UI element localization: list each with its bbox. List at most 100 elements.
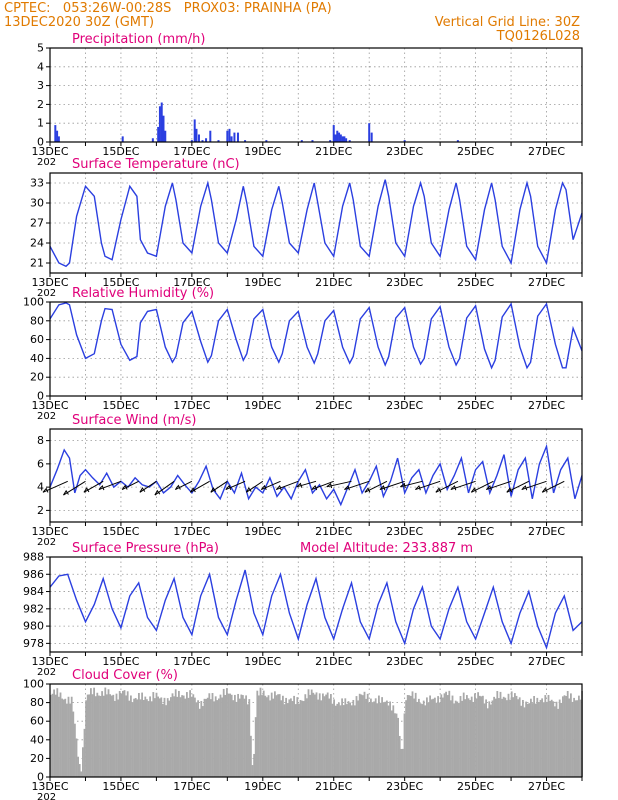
cloud-bar — [573, 697, 575, 777]
x-tick-label: 27DEC — [528, 525, 565, 538]
wind-vector-head — [521, 485, 528, 491]
wind-vector — [225, 480, 246, 491]
cloud-bar — [206, 697, 209, 777]
y-tick-label: 1 — [37, 117, 44, 130]
cloud-bar — [248, 699, 251, 777]
cloud-bar — [141, 692, 143, 777]
cloud-bar — [523, 707, 526, 777]
x-tick-label: 15DEC — [102, 399, 139, 412]
cloud-bar — [272, 698, 275, 777]
x-tick-label: 15DEC — [102, 145, 139, 158]
x-tick-label: 13DEC — [31, 780, 68, 793]
cloud-bar — [518, 697, 521, 777]
y-tick-label: 2 — [37, 98, 44, 111]
wind-vector — [175, 480, 193, 491]
x-year-label: 202 — [37, 411, 56, 422]
cloud-bar — [512, 697, 515, 777]
cloud-bar — [171, 693, 174, 777]
cloud-bar — [98, 695, 100, 777]
cloud-bar — [414, 692, 417, 777]
cloud-bar — [56, 688, 59, 777]
cloud-bar — [266, 697, 268, 777]
header-line2-date: 13DEC2020 30Z (GMT) — [4, 15, 155, 30]
cloud-bar — [330, 694, 332, 777]
cloud-bar — [421, 704, 423, 777]
cloud-bar — [86, 694, 89, 777]
cloud-bar — [405, 700, 407, 777]
cloud-bar — [184, 698, 187, 777]
cloud-bar — [488, 701, 491, 777]
cloud-bar — [491, 700, 494, 777]
y-tick-label: 20 — [30, 371, 44, 384]
y-tick-label: 4 — [37, 481, 44, 494]
cloud-bar — [234, 694, 236, 777]
cloud-bar — [334, 705, 337, 777]
cloud-bar — [82, 747, 84, 777]
precip-bar — [230, 136, 233, 142]
cloud-bar — [160, 697, 163, 777]
cloud-bar — [542, 702, 545, 777]
cloud-bar — [528, 703, 531, 777]
cloud-bar — [102, 695, 105, 777]
cloud-bar — [371, 702, 374, 777]
cloud-bar — [456, 701, 459, 777]
cloud-bar — [147, 701, 150, 777]
precip-bar — [54, 125, 57, 142]
wind-vector-head — [139, 487, 146, 493]
cloud-bar — [418, 698, 420, 777]
cloud-bar — [424, 705, 427, 777]
wind-vector — [139, 480, 157, 493]
cloud-bar — [440, 694, 443, 777]
precip-bar — [311, 140, 314, 142]
wind-vector — [210, 480, 228, 493]
cloud-bar — [80, 771, 83, 777]
x-tick-label: 17DEC — [173, 655, 210, 668]
x-tick-label: 13DEC — [31, 525, 68, 538]
cloud-bar — [458, 703, 460, 777]
cloud-bar — [403, 713, 406, 777]
x-year-label: 202 — [37, 667, 56, 678]
wind-vector-head — [326, 482, 333, 489]
cloud-bar — [400, 748, 403, 777]
precip-bar — [343, 136, 346, 142]
cloud-bar — [174, 689, 177, 777]
cloud-bar — [314, 694, 316, 777]
panel-frame — [49, 556, 583, 653]
x-tick-label: 19DEC — [244, 780, 281, 793]
wind-vector — [98, 480, 122, 491]
cloud-bar — [307, 689, 310, 777]
cloud-bar — [464, 699, 467, 777]
cloud-bar — [563, 695, 566, 777]
pres-series-line — [49, 569, 583, 650]
cloud-bar — [262, 690, 265, 777]
header-line1: CPTEC: 053:26W-00:28S PROX03: PRAINHA (P… — [4, 1, 332, 16]
cloud-bar — [270, 692, 273, 777]
cloud-bar — [450, 700, 452, 777]
cloud-bar — [194, 697, 196, 777]
cloud-bar — [133, 698, 135, 777]
cloud-bar — [144, 696, 147, 777]
cloud-bar — [474, 693, 476, 777]
x-tick-label: 19DEC — [244, 145, 281, 158]
x-tick-label: 15DEC — [102, 525, 139, 538]
cloud-bar — [531, 703, 534, 777]
cloud-bar — [525, 701, 527, 777]
cloud-bar — [514, 693, 516, 777]
cloud-bar — [451, 695, 454, 777]
cloud-bar — [448, 690, 451, 777]
cloud-bar — [298, 703, 300, 777]
cloud-bar — [358, 693, 361, 777]
x-tick-label: 21DEC — [315, 780, 352, 793]
cloud-bar — [195, 702, 198, 777]
cloud-bar — [395, 713, 398, 777]
cloud-bar — [344, 698, 347, 777]
cloud-bar — [259, 687, 262, 777]
cloud-bar — [490, 704, 492, 777]
cloud-bar — [304, 694, 307, 777]
cloud-bar — [434, 697, 436, 777]
precip-bar — [300, 140, 303, 142]
cloud-bar — [333, 699, 335, 777]
cloud-bar — [368, 703, 371, 777]
panel-rh — [46, 301, 583, 400]
cloud-bar — [157, 696, 159, 777]
